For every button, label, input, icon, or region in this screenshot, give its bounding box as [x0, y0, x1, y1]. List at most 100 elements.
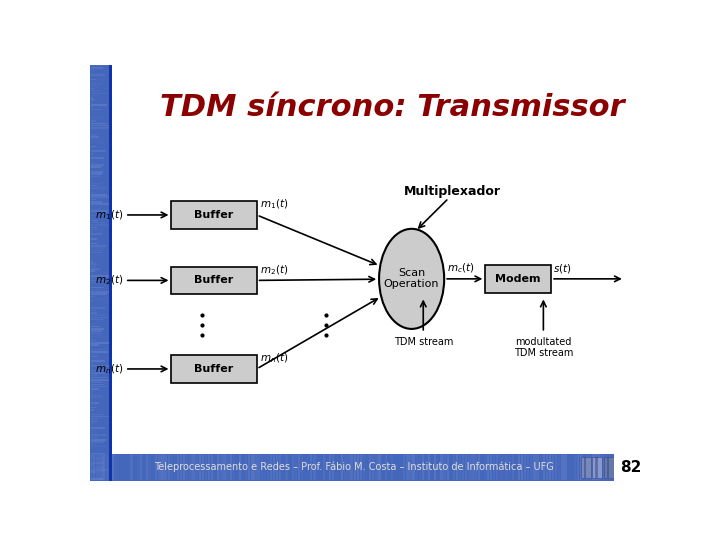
Bar: [91, 351, 108, 353]
Bar: [614, 455, 616, 480]
Bar: [91, 342, 110, 343]
Bar: [605, 455, 607, 480]
Bar: [91, 428, 105, 429]
Bar: [91, 192, 95, 193]
Bar: [574, 455, 576, 480]
Bar: [91, 247, 106, 249]
Bar: [270, 455, 272, 480]
Bar: [369, 455, 372, 480]
Bar: [292, 455, 294, 480]
Bar: [109, 65, 112, 481]
Bar: [91, 148, 107, 150]
Bar: [91, 312, 96, 314]
Bar: [91, 397, 103, 399]
Bar: [91, 168, 106, 170]
Bar: [589, 455, 591, 480]
Bar: [91, 347, 109, 348]
Bar: [91, 194, 107, 195]
Bar: [91, 372, 105, 374]
Bar: [474, 455, 477, 480]
Bar: [91, 411, 102, 413]
Bar: [403, 455, 405, 480]
Bar: [171, 201, 256, 229]
Text: $s(t)$: $s(t)$: [554, 262, 572, 275]
Bar: [499, 455, 502, 480]
Bar: [91, 464, 93, 466]
Bar: [91, 65, 110, 66]
Bar: [91, 67, 104, 69]
Bar: [431, 455, 433, 480]
Bar: [527, 455, 529, 480]
Bar: [604, 457, 614, 477]
Bar: [91, 423, 94, 424]
Text: $m_n(t)$: $m_n(t)$: [95, 362, 123, 376]
Bar: [91, 146, 96, 147]
Bar: [360, 455, 362, 480]
Bar: [91, 264, 96, 265]
Bar: [91, 284, 109, 286]
Bar: [91, 90, 99, 92]
Bar: [226, 455, 229, 480]
Bar: [294, 455, 297, 480]
Bar: [91, 157, 104, 159]
Bar: [508, 455, 510, 480]
Bar: [91, 289, 99, 291]
Bar: [91, 349, 110, 350]
Bar: [344, 455, 346, 480]
Bar: [91, 259, 103, 260]
Bar: [91, 390, 94, 392]
Bar: [91, 333, 102, 334]
Bar: [91, 383, 104, 385]
Bar: [481, 455, 483, 480]
Bar: [518, 455, 520, 480]
Bar: [91, 453, 105, 455]
Bar: [91, 236, 97, 237]
Text: $m_1(t)$: $m_1(t)$: [261, 198, 289, 211]
Bar: [91, 441, 104, 443]
Bar: [158, 455, 161, 480]
Bar: [91, 118, 102, 119]
Bar: [91, 457, 101, 459]
Bar: [91, 254, 108, 256]
Bar: [91, 233, 102, 235]
Bar: [384, 455, 387, 480]
Bar: [289, 455, 291, 480]
Text: TDM síncrono: Transmissor: TDM síncrono: Transmissor: [160, 93, 624, 122]
Bar: [91, 460, 100, 461]
Bar: [91, 215, 96, 217]
Bar: [204, 455, 207, 480]
Bar: [356, 455, 359, 480]
Bar: [149, 455, 151, 480]
Bar: [512, 455, 514, 480]
Bar: [171, 267, 256, 294]
Bar: [91, 171, 103, 173]
Text: modultated
TDM stream: modultated TDM stream: [513, 336, 573, 358]
Text: Modem: Modem: [495, 274, 541, 284]
Bar: [91, 395, 102, 397]
Bar: [546, 455, 548, 480]
Text: Multiplexador: Multiplexador: [404, 185, 501, 198]
Bar: [91, 88, 95, 90]
Bar: [90, 65, 112, 481]
Bar: [347, 455, 350, 480]
Bar: [233, 455, 235, 480]
Bar: [91, 319, 103, 320]
Bar: [91, 238, 96, 240]
Bar: [91, 437, 97, 438]
Bar: [91, 471, 95, 473]
Bar: [91, 79, 96, 80]
Bar: [91, 143, 111, 145]
Bar: [595, 455, 598, 480]
Bar: [91, 425, 110, 427]
Bar: [91, 134, 97, 136]
Bar: [539, 455, 542, 480]
Bar: [91, 323, 97, 325]
Bar: [91, 97, 93, 99]
Bar: [91, 467, 104, 468]
Bar: [91, 478, 103, 480]
Bar: [444, 455, 446, 480]
Bar: [91, 183, 102, 184]
Bar: [91, 377, 107, 378]
Bar: [91, 245, 107, 247]
Bar: [607, 457, 609, 477]
